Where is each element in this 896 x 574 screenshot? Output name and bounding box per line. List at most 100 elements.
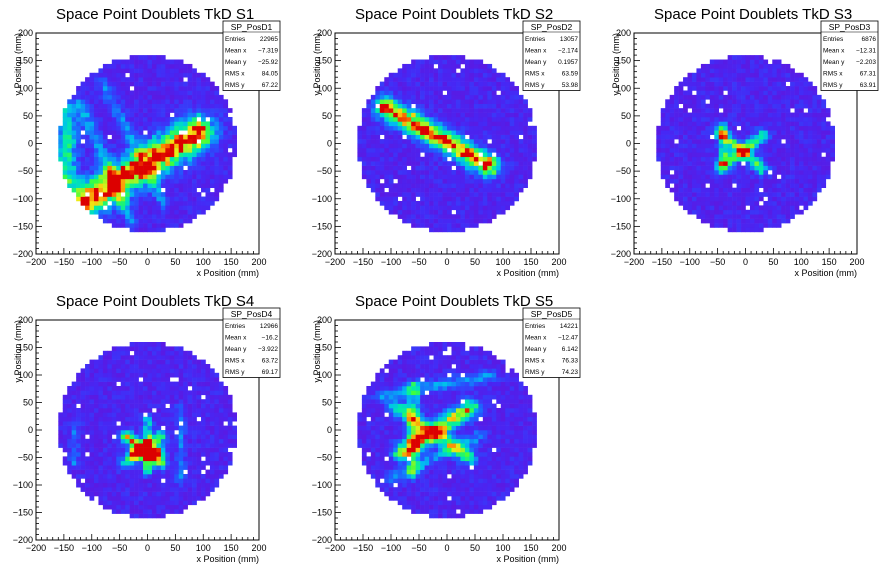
heatmap-bin — [98, 496, 104, 501]
heatmap-bin — [67, 116, 72, 122]
heatmap-bin — [71, 139, 77, 144]
heatmap-bin — [156, 403, 162, 409]
heatmap-bin — [442, 192, 448, 197]
heatmap-bin — [165, 147, 171, 153]
heatmap-bin — [370, 161, 376, 166]
heatmap-bin — [89, 81, 95, 87]
heatmap-bin — [370, 183, 376, 188]
heatmap-bin — [447, 134, 452, 140]
heatmap-bin — [147, 430, 153, 435]
heatmap-bin — [151, 112, 157, 118]
heatmap-bin — [71, 452, 77, 457]
heatmap-bin — [156, 443, 162, 448]
heatmap-bin — [129, 112, 135, 118]
heatmap-bin — [718, 68, 724, 74]
heatmap-bin — [169, 355, 175, 360]
heatmap-bin — [514, 196, 519, 202]
heatmap-bin — [107, 474, 113, 479]
heatmap-bin — [491, 68, 497, 74]
heatmap-bin — [80, 443, 86, 448]
heatmap-bin — [187, 209, 193, 215]
heatmap-bin — [67, 156, 72, 162]
heatmap-bin — [433, 187, 439, 193]
heatmap-bin — [514, 187, 519, 193]
heatmap-bin — [62, 147, 68, 153]
heatmap-bin — [62, 125, 68, 131]
heatmap-bin — [196, 183, 202, 188]
heatmap-bin — [192, 108, 197, 113]
heatmap-bin — [514, 121, 519, 127]
heatmap-bin — [487, 108, 493, 113]
heatmap-bin — [151, 487, 157, 492]
heatmap-bin — [683, 174, 688, 180]
heatmap-bin — [478, 63, 484, 69]
heatmap-bin — [736, 187, 742, 193]
heatmap-bin — [169, 72, 175, 78]
heatmap-bin — [85, 430, 90, 435]
heatmap-bin — [223, 174, 229, 180]
heatmap-bin — [700, 72, 706, 78]
heatmap-bin — [415, 209, 421, 215]
heatmap-bin — [714, 161, 720, 166]
heatmap-bin — [187, 103, 193, 109]
heatmap-bin — [478, 143, 484, 149]
heatmap-bin — [691, 192, 697, 197]
heatmap-bin — [379, 174, 385, 180]
heatmap-bin — [393, 125, 399, 131]
heatmap-bin — [375, 143, 381, 149]
heatmap-bin — [473, 81, 479, 87]
heatmap-bin — [129, 447, 135, 453]
heatmap-bin — [749, 125, 755, 131]
heatmap-bin — [803, 81, 809, 87]
heatmap-bin — [138, 364, 144, 369]
heatmap-bin — [85, 156, 90, 162]
heatmap-bin — [781, 192, 786, 197]
heatmap-bin — [232, 143, 237, 149]
heatmap-bin — [143, 72, 148, 78]
heatmap-bin — [785, 134, 791, 140]
heatmap-bin — [491, 143, 497, 149]
heatmap-bin — [393, 72, 399, 78]
heatmap-bin — [772, 170, 778, 175]
heatmap-bin — [111, 161, 117, 166]
heatmap-bin — [705, 218, 711, 224]
heatmap-bin — [147, 90, 153, 96]
heatmap-bin — [754, 152, 760, 158]
heatmap-bin — [156, 59, 162, 65]
heatmap-bin — [93, 386, 99, 391]
heatmap-bin — [678, 170, 684, 175]
heatmap-bin — [93, 390, 99, 396]
heatmap-bin — [683, 205, 688, 211]
heatmap-bin — [745, 187, 751, 193]
heatmap-bin — [183, 205, 188, 211]
heatmap-bin — [451, 121, 457, 127]
heatmap-bin — [89, 469, 95, 475]
heatmap-bin — [442, 134, 448, 140]
heatmap-bin — [790, 152, 795, 158]
heatmap-bin — [107, 425, 113, 431]
heatmap-bin — [527, 156, 533, 162]
heatmap-bin — [714, 165, 720, 171]
heatmap-bin — [134, 183, 139, 188]
heatmap-bin — [143, 200, 148, 206]
heatmap-bin — [205, 152, 211, 158]
heatmap-bin — [160, 513, 166, 519]
heatmap-bin — [187, 90, 193, 96]
heatmap-bin — [89, 381, 95, 387]
heatmap-bin — [700, 161, 706, 166]
heatmap-bin — [799, 130, 804, 135]
heatmap-bin — [799, 108, 804, 113]
heatmap-bin — [125, 403, 130, 409]
heatmap-bin — [165, 81, 171, 87]
heatmap-bin — [165, 134, 171, 140]
heatmap-bin — [156, 408, 162, 413]
heatmap-bin — [665, 99, 670, 105]
heatmap-bin — [500, 165, 506, 171]
heatmap-bin — [169, 192, 175, 197]
heatmap-bin — [460, 55, 466, 60]
heatmap-bin — [156, 496, 162, 501]
heatmap-bin — [120, 403, 126, 409]
heatmap-bin — [830, 152, 835, 158]
heatmap-bin — [205, 174, 211, 180]
heatmap-bin — [683, 143, 688, 149]
